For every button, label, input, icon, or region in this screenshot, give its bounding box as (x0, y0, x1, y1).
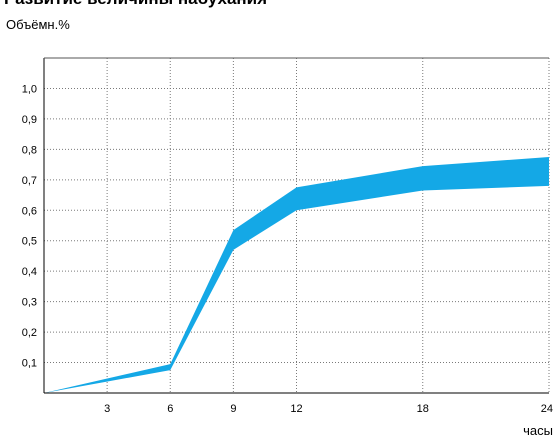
x-tick-label: 24 (541, 403, 553, 415)
x-axis-label: часы (523, 423, 553, 438)
y-tick-label: 0,9 (22, 114, 37, 126)
swelling-range-band (44, 156, 549, 393)
x-tick-label: 6 (167, 403, 173, 415)
y-axis-label: Объёмн.% (6, 17, 70, 32)
grid-lines (44, 58, 550, 393)
y-tick-label: 0,1 (22, 358, 37, 370)
x-tick-label: 3 (104, 403, 110, 415)
x-tick-label: 12 (290, 403, 302, 415)
y-tick-label: 0,2 (22, 327, 37, 339)
y-tick-labels: 0,1 0,2 0,3 0,4 0,5 0,6 0,7 0,8 0,9 1,0 (22, 83, 37, 369)
x-tick-label: 9 (230, 403, 236, 415)
x-tick-label: 18 (417, 403, 429, 415)
y-tick-label: 0,4 (22, 266, 37, 278)
y-tick-label: 0,3 (22, 297, 37, 309)
y-tick-label: 0,5 (22, 236, 37, 248)
x-tick-labels: 3 6 9 12 18 24 (104, 403, 553, 415)
y-tick-label: 1,0 (22, 83, 37, 95)
y-tick-label: 0,7 (22, 175, 37, 187)
y-tick-label: 0,6 (22, 205, 37, 217)
chart-title: Развитие величины набухания (4, 0, 267, 9)
plot-frame (43, 57, 549, 394)
y-tick-label: 0,8 (22, 144, 37, 156)
